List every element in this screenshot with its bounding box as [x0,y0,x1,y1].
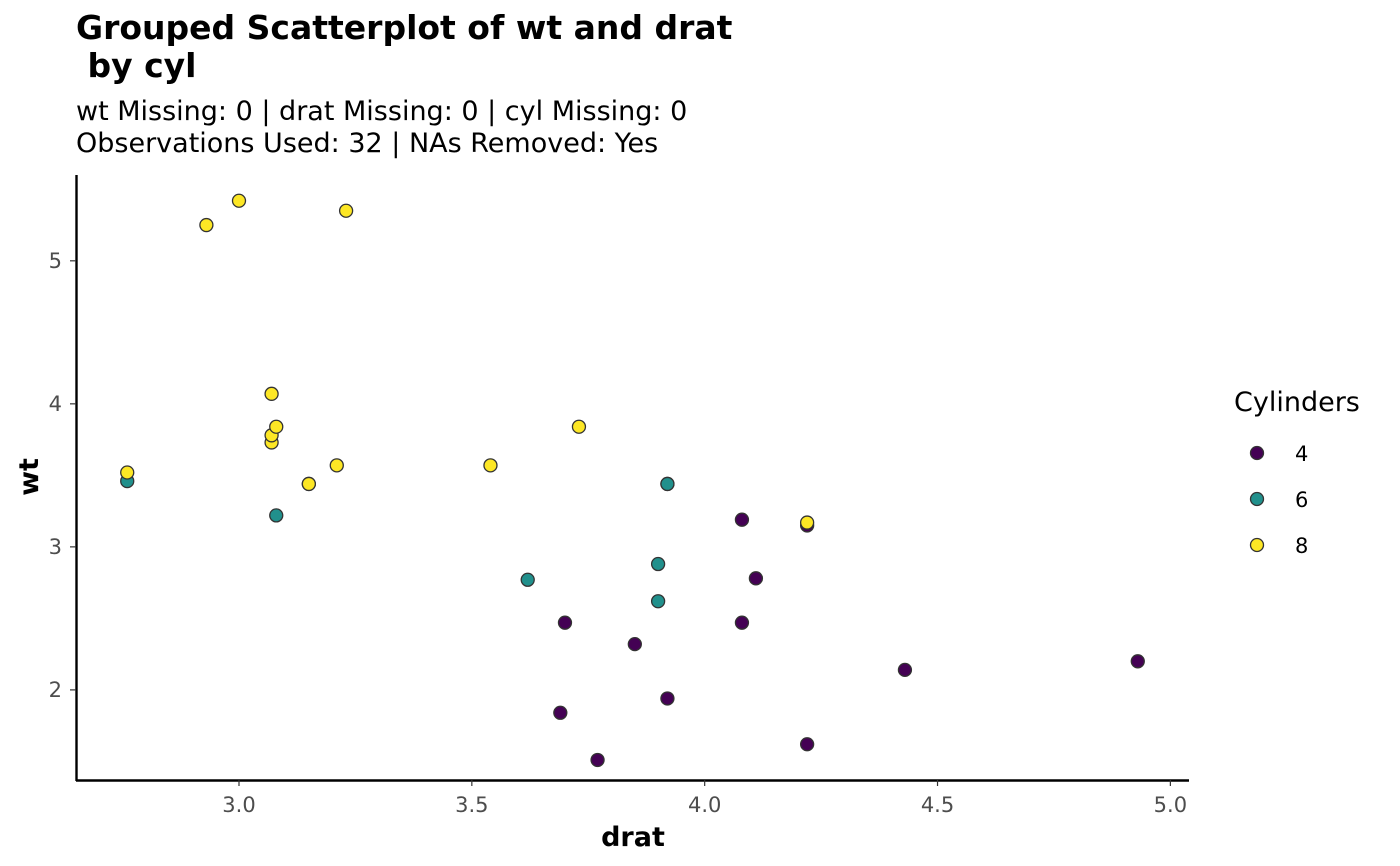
x-tick-label: 4.5 [921,793,954,817]
data-point-cyl-4 [627,636,642,652]
data-points [120,193,1145,768]
y-tick-label: 2 [49,678,62,702]
legend-label: 8 [1295,534,1308,558]
data-point-cyl-4 [734,615,750,630]
x-axis-title: drat [601,822,665,853]
data-point-cyl-8 [571,419,587,434]
data-point-cyl-8 [120,465,135,480]
data-point-cyl-6 [650,594,666,609]
chart-subtitle-line-2: Observations Used: 32 | NAs Removed: Yes [76,128,659,159]
data-point-cyl-8 [301,476,316,492]
data-point-cyl-8 [338,203,354,218]
data-point-cyl-4 [553,705,568,720]
x-tick-label: 5.0 [1154,793,1187,817]
legend: Cylinders 4 6 8 [1234,387,1360,558]
data-point-cyl-8 [483,458,498,473]
data-point-cyl-8 [329,458,344,473]
data-point-cyl-4 [660,691,675,706]
data-point-cyl-4 [748,571,764,586]
y-tick-label: 4 [49,392,62,416]
x-tick-label: 3.0 [222,793,255,817]
legend-key-cyl-4 [1249,445,1265,461]
data-point-cyl-4 [590,752,605,768]
data-point-cyl-6 [269,508,284,523]
y-tick-label: 5 [49,249,62,273]
data-point-cyl-4 [557,615,573,630]
legend-label: 4 [1295,442,1308,466]
data-point-cyl-8 [269,419,284,434]
legend-title: Cylinders [1234,387,1360,418]
x-axis-ticks: 3.0 3.5 4.0 4.5 5.0 [222,780,1187,817]
x-tick-label: 3.5 [455,793,488,817]
legend-label: 6 [1295,488,1308,512]
data-point-cyl-6 [660,476,675,492]
data-point-cyl-4 [734,512,750,527]
data-point-cyl-4 [799,737,815,752]
data-point-cyl-4 [897,662,913,678]
chart-subtitle-line-1: wt Missing: 0 | drat Missing: 0 | cyl Mi… [76,96,688,127]
data-point-cyl-8 [799,515,815,530]
x-tick-label: 4.0 [688,793,721,817]
chart-title-line-1: Grouped Scatterplot of wt and drat [76,8,733,47]
data-point-cyl-4 [1130,654,1145,669]
y-tick-label: 3 [49,535,62,559]
y-axis-ticks: 2 3 4 5 [49,249,76,702]
legend-key-cyl-6 [1249,491,1265,507]
data-point-cyl-6 [650,556,666,572]
data-point-cyl-8 [231,193,247,208]
data-point-cyl-8 [199,217,214,233]
y-axis-title: wt [14,458,45,496]
chart-title-line-2: by cyl [76,46,197,85]
data-point-cyl-8 [264,386,279,401]
legend-key-cyl-8 [1249,537,1265,553]
data-point-cyl-6 [520,572,535,587]
